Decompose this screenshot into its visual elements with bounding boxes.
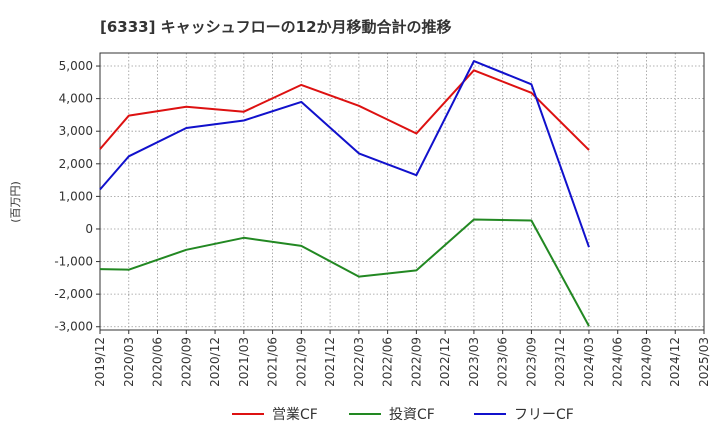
x-tick-label: 2021/06	[266, 337, 280, 387]
y-axis: -3,000 -2,000 -1,000 0 1,000 2,000 3,000 4,000 5…	[54, 59, 100, 334]
y-tick-label: 1,000	[59, 189, 93, 203]
y-tick-label: -1,000	[54, 255, 93, 269]
x-tick-label: 2020/09	[179, 337, 193, 387]
x-tick-label: 2022/03	[352, 337, 366, 387]
x-tick-label: 2020/12	[208, 337, 222, 387]
y-tick-label: -2,000	[54, 287, 93, 301]
y-axis-label: (百万円)	[9, 181, 22, 223]
x-tick-label: 2019/12	[93, 337, 107, 387]
legend-label-2: 投資CF	[389, 407, 435, 423]
x-tick-label: 2020/03	[122, 337, 136, 387]
x-axis: 2019/12 2020/03 2020/06 2020/09 2020/12 2021/…	[93, 330, 711, 387]
y-tick-label: -3,000	[54, 320, 93, 334]
grid	[99, 53, 705, 330]
x-tick-label: 2022/12	[438, 337, 452, 387]
x-tick-label: 2024/03	[582, 337, 596, 387]
x-tick-label: 2023/09	[524, 337, 538, 387]
x-tick-label: 2021/12	[323, 337, 337, 387]
x-tick-label: 2022/09	[409, 337, 423, 387]
x-tick-label: 2024/12	[668, 337, 682, 387]
series-line-2	[99, 218, 590, 327]
y-tick-label: 3,000	[59, 124, 93, 138]
y-tick-label: 0	[85, 222, 93, 236]
series-line-3	[99, 60, 590, 248]
x-tick-label: 2024/06	[611, 337, 625, 387]
series-line-1	[99, 69, 590, 151]
x-tick-label: 2023/03	[467, 337, 481, 387]
chart-title: [6333] キャッシュフローの12か月移動合計の推移	[100, 18, 452, 36]
y-tick-label: 2,000	[59, 157, 93, 171]
y-tick-label: 5,000	[59, 59, 93, 73]
legend: 営業CF 投資CF フリーCF	[232, 407, 574, 423]
x-tick-label: 2024/09	[639, 337, 653, 387]
x-tick-label: 2022/06	[381, 337, 395, 387]
plot-frame	[99, 52, 705, 331]
x-tick-label: 2021/03	[237, 337, 251, 387]
x-tick-label: 2023/06	[496, 337, 510, 387]
series-lines	[99, 60, 590, 327]
x-tick-label: 2025/03	[697, 337, 711, 387]
legend-label-3: フリーCF	[514, 407, 574, 423]
y-tick-label: 4,000	[59, 92, 93, 106]
x-tick-label: 2021/09	[294, 337, 308, 387]
legend-label-1: 営業CF	[272, 407, 318, 423]
x-tick-label: 2023/12	[553, 337, 567, 387]
x-tick-label: 2020/06	[151, 337, 165, 387]
